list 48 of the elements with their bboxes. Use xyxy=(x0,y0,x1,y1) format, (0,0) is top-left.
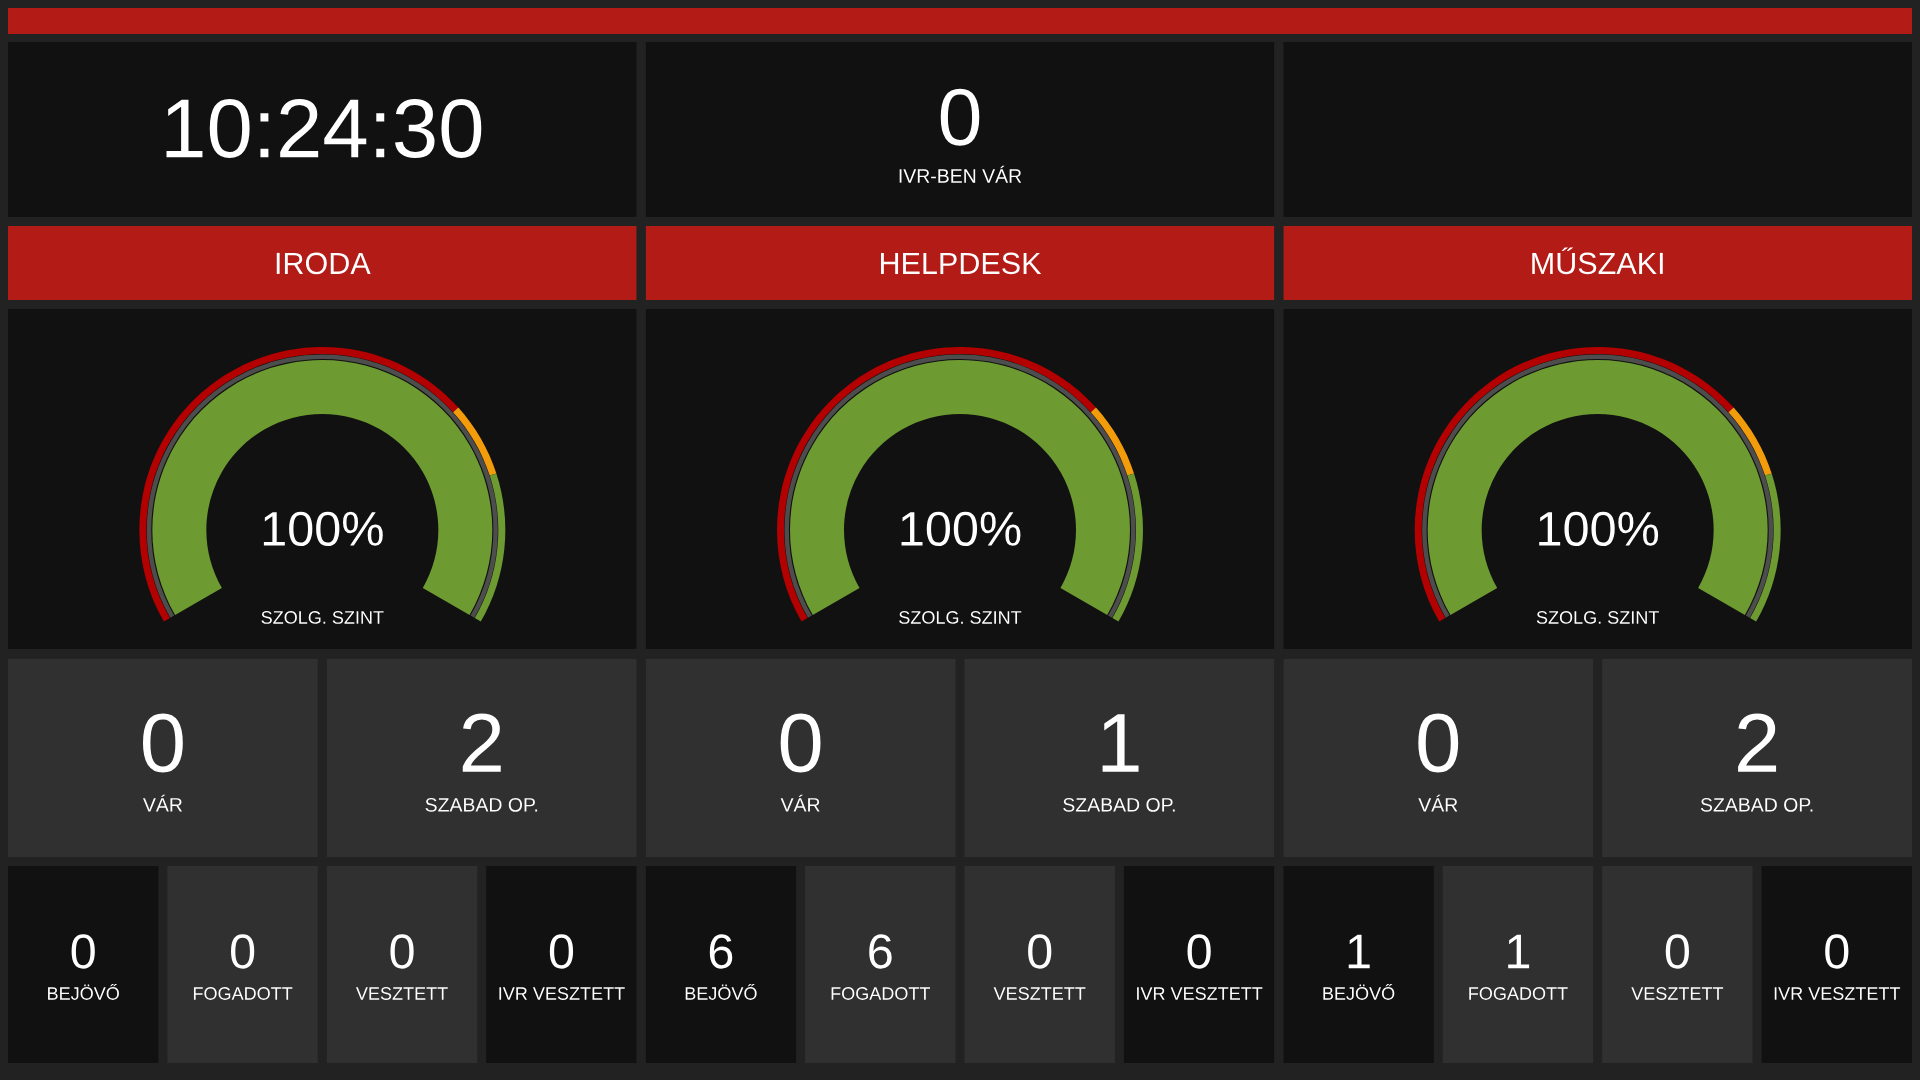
text: VÁR xyxy=(1418,794,1458,812)
text: 0 xyxy=(549,934,574,969)
text: 2 xyxy=(1738,713,1777,772)
text: FOGADOTT xyxy=(831,987,931,1000)
data-label: 100% xyxy=(1539,511,1659,547)
data-label: 100% xyxy=(263,511,383,547)
chart-title: IRODA xyxy=(276,252,371,275)
text: FOGADOTT xyxy=(1469,987,1568,1000)
text: 0 xyxy=(1187,934,1211,969)
text: VESZTETT xyxy=(1631,987,1724,1000)
text: VESZTETT xyxy=(355,987,448,1000)
text: VESZTETT xyxy=(993,987,1086,1000)
text: SZABAD OP. xyxy=(425,797,538,812)
text: 2 xyxy=(462,713,501,772)
data-label: 100% xyxy=(901,511,1021,547)
text: 1 xyxy=(1348,934,1370,969)
text: 0 xyxy=(1418,713,1459,773)
text: 1 xyxy=(1102,714,1139,772)
text: 0 xyxy=(940,88,980,146)
text: 0 xyxy=(1825,934,1849,969)
text: FOGADOTT xyxy=(193,987,293,1000)
text: 0 xyxy=(143,713,183,773)
text: 0 xyxy=(71,934,95,969)
text: 1 xyxy=(1508,934,1530,969)
text: SZOLG. SZINT xyxy=(1536,611,1659,624)
text: 0 xyxy=(231,934,255,969)
text: IVR-BEN VÁR xyxy=(899,165,1022,183)
text: IVR VESZTETT xyxy=(499,987,625,1000)
text: SZABAD OP. xyxy=(1700,797,1813,812)
text: 0 xyxy=(1665,934,1689,969)
text: VÁR xyxy=(143,794,182,812)
text: SZOLG. SZINT xyxy=(899,611,1022,624)
text: 0 xyxy=(780,713,821,773)
text: VÁR xyxy=(780,794,820,812)
text: BEJÖVŐ xyxy=(685,984,757,1000)
text: 0 xyxy=(1028,934,1052,969)
text: 6 xyxy=(709,934,733,969)
text: SZABAD OP. xyxy=(1063,797,1175,812)
text: 0 xyxy=(390,934,414,969)
chart-title: MŰSZAKI xyxy=(1532,247,1663,275)
text: BEJÖVŐ xyxy=(1323,984,1395,1000)
text: BEJÖVŐ xyxy=(48,984,119,1000)
text: 10:24:30 xyxy=(166,98,482,158)
text: 6 xyxy=(869,934,892,969)
text: IVR VESZTETT xyxy=(1137,987,1263,1000)
text: SZOLG. SZINT xyxy=(261,611,384,624)
text: IVR VESZTETT xyxy=(1774,987,1901,1000)
chart-title: HELPDESK xyxy=(880,252,1042,275)
